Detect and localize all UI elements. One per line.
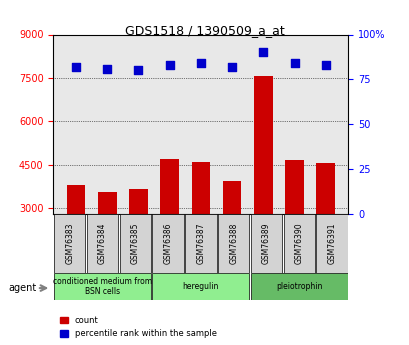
Point [73,64,79,70]
Legend: count, percentile rank within the sample: count, percentile rank within the sample [57,314,219,341]
Text: GSM76388: GSM76388 [229,223,238,264]
FancyBboxPatch shape [283,214,314,273]
FancyBboxPatch shape [218,214,249,273]
Point [197,60,204,66]
Point [290,60,297,66]
Bar [98,192,117,295]
Point [166,62,173,68]
FancyBboxPatch shape [250,273,347,300]
FancyBboxPatch shape [119,214,151,273]
Point [104,66,110,71]
Text: GSM76387: GSM76387 [196,223,205,264]
FancyBboxPatch shape [152,214,183,273]
Bar [67,185,85,295]
Text: GSM76384: GSM76384 [98,223,107,264]
Bar [222,181,241,295]
Text: agent: agent [8,283,36,293]
FancyBboxPatch shape [250,214,281,273]
Point [259,50,266,55]
Text: GSM76389: GSM76389 [261,223,270,264]
Bar [191,162,210,295]
FancyBboxPatch shape [87,214,118,273]
Text: pleiotrophin: pleiotrophin [275,282,322,291]
Text: GSM76386: GSM76386 [163,223,172,264]
Text: GDS1518 / 1390509_a_at: GDS1518 / 1390509_a_at [125,24,284,37]
Bar [316,163,334,295]
Bar [129,189,148,295]
Text: GSM76385: GSM76385 [130,223,139,264]
FancyBboxPatch shape [185,214,216,273]
Point [228,64,235,70]
FancyBboxPatch shape [54,214,85,273]
Bar [253,77,272,295]
Text: GSM76391: GSM76391 [327,223,336,264]
Point [321,62,328,68]
Bar [284,160,303,295]
Text: GSM76383: GSM76383 [65,223,74,264]
FancyBboxPatch shape [316,214,347,273]
Text: heregulin: heregulin [182,282,218,291]
FancyBboxPatch shape [54,273,151,300]
Text: GSM76390: GSM76390 [294,223,303,264]
FancyBboxPatch shape [152,273,249,300]
Point [135,68,142,73]
Text: conditioned medium from
BSN cells: conditioned medium from BSN cells [53,277,152,296]
Bar [160,159,179,295]
